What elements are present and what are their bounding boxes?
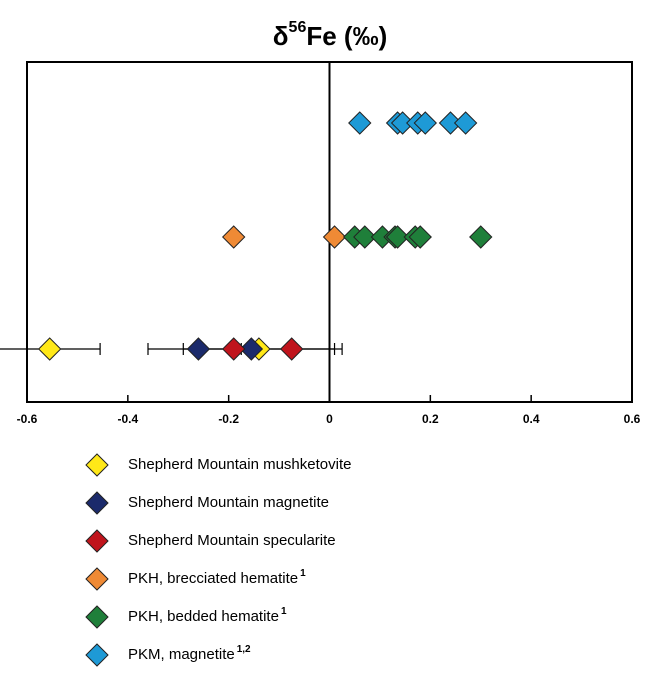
point xyxy=(222,337,246,361)
point xyxy=(279,337,304,361)
point xyxy=(413,111,437,135)
point xyxy=(186,337,211,361)
point xyxy=(222,225,246,249)
point xyxy=(453,111,478,135)
point xyxy=(408,225,432,249)
point xyxy=(348,111,372,135)
legend-note: 1 xyxy=(300,568,306,579)
point xyxy=(37,337,62,361)
legend-note: 1,2 xyxy=(237,644,251,655)
x-tick-label: 0 xyxy=(326,412,333,426)
chart-title: δ56Fe (‰) xyxy=(273,19,387,51)
legend-marker xyxy=(85,529,109,553)
legend-name: PKM, magnetite xyxy=(128,646,235,663)
legend-name: PKH, bedded hematite xyxy=(128,608,279,625)
x-tick-label: -0.6 xyxy=(17,412,38,426)
title-sup: 56 xyxy=(289,19,307,36)
point xyxy=(469,225,493,249)
legend-label: PKH, bedded hematite 1 xyxy=(128,606,287,625)
legend-marker xyxy=(85,643,109,667)
point xyxy=(239,337,264,361)
x-tick-label: 0.6 xyxy=(624,412,641,426)
x-tick-label: 0.2 xyxy=(422,412,439,426)
legend-marker xyxy=(85,453,109,477)
legend-marker xyxy=(85,605,109,629)
legend-label: PKM, magnetite 1,2 xyxy=(128,644,251,663)
legend-marker xyxy=(85,491,109,515)
point xyxy=(353,225,377,249)
legend-label: Shepherd Mountain magnetite xyxy=(128,494,329,511)
title-symbol: δ xyxy=(273,21,289,51)
legend-name: PKH, brecciated hematite xyxy=(128,570,298,587)
legend-name: Shepherd Mountain magnetite xyxy=(128,494,329,511)
legend-label: Shepherd Mountain specularite xyxy=(128,532,336,549)
x-tick-label: -0.2 xyxy=(218,412,239,426)
legend-note: 1 xyxy=(281,606,287,617)
legend-marker xyxy=(85,567,109,591)
point xyxy=(385,225,410,249)
x-tick-label: -0.4 xyxy=(117,412,138,426)
legend-name: Shepherd Mountain specularite xyxy=(128,532,336,549)
title-rest: Fe (‰) xyxy=(306,21,387,51)
point xyxy=(322,225,347,249)
legend-name: Shepherd Mountain mushketovite xyxy=(128,456,351,473)
x-tick-label: 0.4 xyxy=(523,412,540,426)
legend-label: PKH, brecciated hematite 1 xyxy=(128,568,306,587)
legend-label: Shepherd Mountain mushketovite xyxy=(128,456,351,473)
